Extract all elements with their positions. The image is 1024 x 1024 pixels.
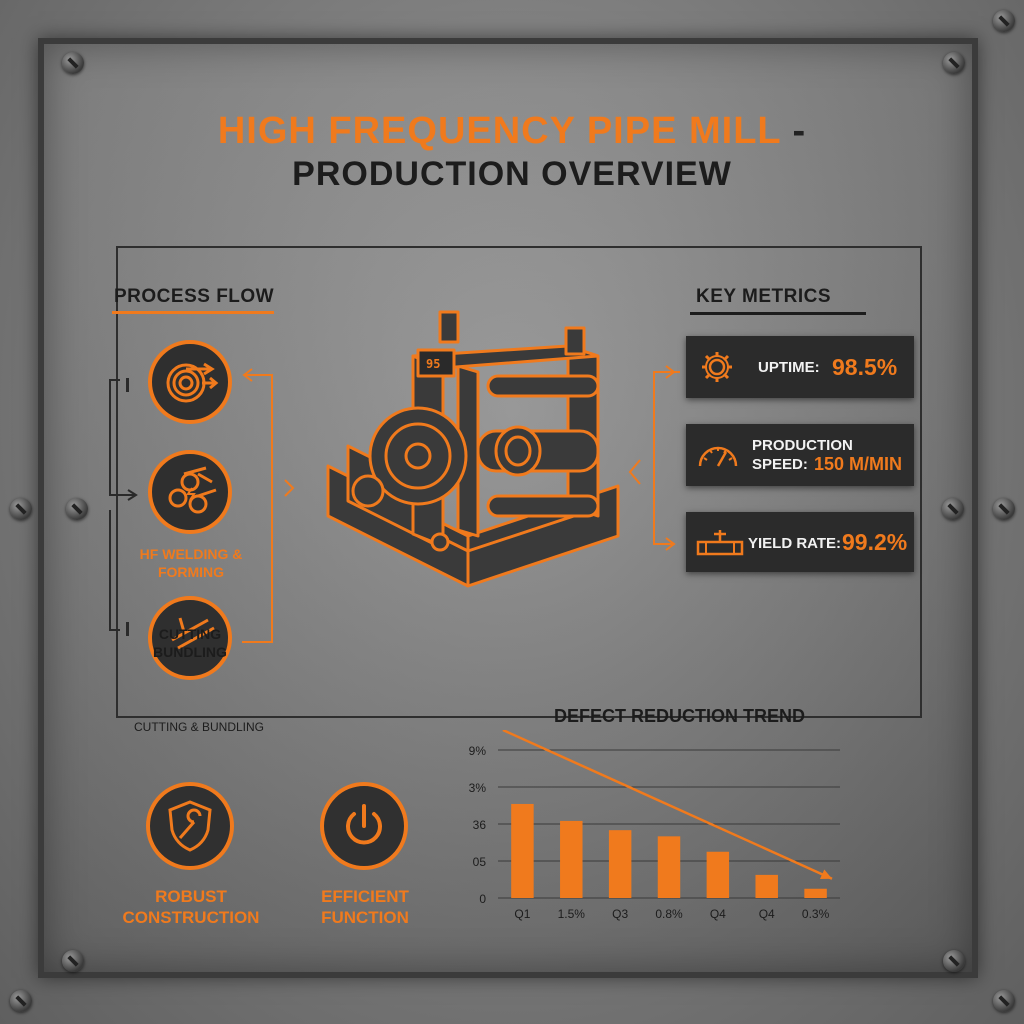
metric-yield: YIELD RATE: 99.2% [686, 512, 914, 572]
metric-uptime: UPTIME: 98.5% [686, 336, 914, 398]
title-dash: - [792, 110, 807, 152]
gauge-icon [698, 446, 738, 467]
key-metrics-heading: KEY METRICS [696, 286, 832, 307]
chart-x-tick-label: 1.5% [558, 907, 586, 921]
feature-efficient-line2: FUNCTION [321, 908, 409, 927]
process-flow-connectors [109, 368, 295, 643]
chart-y-tick-label: 3% [469, 781, 487, 795]
chart-bar [511, 803, 534, 898]
coil-icon [166, 362, 219, 403]
chart-bar [608, 830, 632, 898]
pipe-mill-machine-icon: 95 [326, 310, 620, 588]
machine-plate-text: 95 [426, 357, 440, 371]
bolt-icon [993, 10, 1015, 32]
feature-efficient-label: EFFICIENT FUNCTION [290, 886, 440, 928]
shield-wrench-icon [168, 800, 212, 852]
power-icon [346, 804, 382, 845]
feature-efficient-line1: EFFICIENT [321, 887, 409, 906]
chart-trend-arrowhead [820, 869, 832, 880]
title-line-1: HIGH FREQUENCY PIPE MILL [217, 110, 781, 152]
defect-trend-chart: 0 05 36 3% 9% Q1 1.5% Q3 0.8% Q4 Q4 0.3% [469, 730, 840, 921]
pipes-icon [168, 466, 217, 514]
feature-robust [146, 782, 234, 870]
main-panel-border [116, 246, 922, 718]
bolt-icon [66, 498, 88, 520]
metric-speed-label-line1: PRODUCTION [752, 437, 853, 454]
bolt-icon [942, 498, 964, 520]
chart-x-tick-label: 0.3% [802, 907, 830, 921]
process-flow-heading: PROCESS FLOW [114, 286, 275, 307]
cutting-icon [171, 617, 215, 650]
metric-yield-label: YIELD RATE: [748, 535, 842, 552]
pipe-valve-icon [696, 530, 744, 556]
step-cutting [148, 596, 232, 680]
chart-y-tick-label: 05 [473, 855, 487, 869]
page-subtitle: PRODUCTION OVERVIEW [292, 155, 732, 193]
key-metrics-underline [690, 312, 866, 315]
bolt-icon [943, 52, 965, 74]
bolt-icon [62, 950, 84, 972]
chart-x-tick-label: Q3 [612, 907, 628, 921]
process-flow-underline [112, 311, 274, 314]
chart-bar [560, 820, 583, 898]
step-coil [148, 340, 232, 424]
bolt-icon [10, 498, 32, 520]
process-flow-footnote: CUTTING & BUNDLING [134, 720, 265, 734]
page-title: HIGH FREQUENCY PIPE MILL - [0, 110, 1024, 153]
chart-y-tick-label: 0 [479, 892, 486, 906]
step-welding-label: HF WELDING & FORMING [139, 546, 243, 580]
metric-speed-label-line2: SPEED: [752, 456, 808, 473]
bolt-icon [10, 990, 32, 1012]
metric-speed-value: 150 M/MIN [814, 454, 903, 474]
feature-robust-line2: CONSTRUCTION [122, 908, 260, 927]
metric-yield-value: 99.2% [842, 529, 908, 555]
step-welding [148, 450, 232, 534]
chart-trend-line [502, 730, 833, 880]
bolt-icon [993, 498, 1015, 520]
feature-robust-line1: ROBUST [155, 887, 227, 906]
bolt-icon [993, 990, 1015, 1012]
metric-uptime-label: UPTIME: [758, 359, 820, 376]
bolt-icon [62, 52, 84, 74]
chart-bar [755, 874, 778, 898]
chart-x-tick-label: Q1 [514, 907, 530, 921]
chart-bar [657, 836, 681, 898]
chart-y-tick-label: 36 [473, 818, 487, 832]
chart-x-tick-label: 0.8% [655, 907, 683, 921]
chart-x-tick-label: Q4 [759, 907, 775, 921]
metric-uptime-value: 98.5% [832, 354, 898, 380]
bolt-icon [943, 950, 965, 972]
feature-efficient [320, 782, 408, 870]
chart-x-tick-label: Q4 [710, 907, 726, 921]
chart-bar [706, 851, 730, 898]
step-cutting-label: CUTTING BUNDLING [153, 626, 227, 660]
chart-title: DEFECT REDUCTION TREND [554, 706, 805, 726]
gear-icon [702, 352, 732, 382]
metrics-connector [628, 365, 680, 551]
feature-robust-label: ROBUST CONSTRUCTION [116, 886, 266, 928]
chart-y-tick-label: 9% [469, 744, 487, 758]
chart-bar [804, 888, 827, 898]
metric-speed: PRODUCTION SPEED: 150 M/MIN [686, 424, 914, 486]
